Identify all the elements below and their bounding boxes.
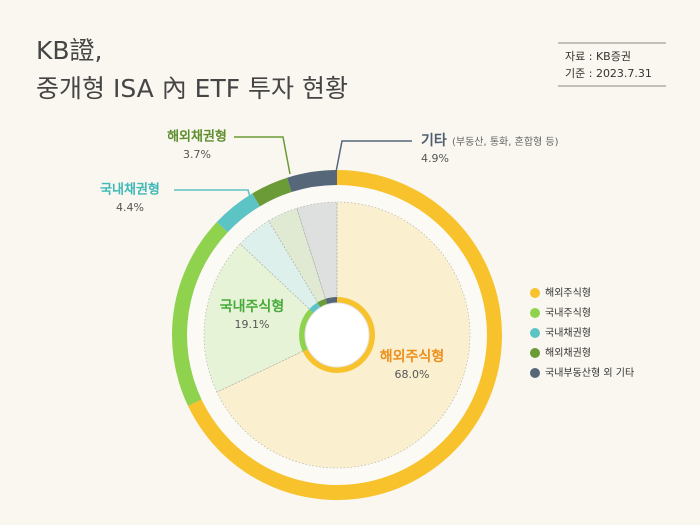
leader-line: [174, 189, 253, 205]
pie-slice: [203, 243, 338, 393]
callout-label: 기타: [421, 133, 447, 149]
callout-label: 국내주식형: [220, 298, 284, 315]
legend-label: 국내부동산형 외 기타: [545, 367, 634, 379]
outer-ring-segment: [171, 221, 228, 406]
leader-line: [234, 136, 291, 175]
legend-label: 국내채권형: [545, 327, 591, 339]
callout-label: 해외채권형: [167, 129, 227, 145]
callout-value: 3.7%: [183, 148, 211, 161]
source: 기준 : 2023.7.31: [565, 67, 652, 80]
legend-swatch: [530, 288, 540, 298]
callout-value: 4.4%: [116, 201, 144, 214]
legend-label: 해외채권형: [545, 346, 591, 359]
callout-label: 국내채권형: [100, 182, 160, 198]
chart-title: 중개형 ISA 內 ETF 투자 현황: [36, 74, 348, 103]
outer-ring-segment: [216, 193, 260, 233]
callout-note: (부동산, 통화, 혼합형 등): [452, 135, 559, 148]
inner-ring-segment: [299, 308, 314, 352]
callout-label: 해외주식형: [380, 348, 444, 365]
outer-ring-segment: [252, 177, 292, 207]
legend-swatch: [530, 308, 540, 318]
center: [304, 302, 370, 368]
legend-swatch: [530, 368, 540, 378]
inner-ring-segment: [325, 297, 337, 305]
inner-ring-segment: [309, 302, 321, 314]
legend-swatch: [530, 328, 540, 338]
leader-line: [335, 140, 412, 173]
chart-title: KB證,: [36, 36, 103, 65]
callout-value: 68.0%: [395, 368, 430, 381]
callout-value: 19.1%: [235, 318, 270, 331]
source: 자료 : KB증권: [565, 50, 631, 63]
outer-ring-segment: [287, 170, 337, 193]
callout-value: 4.9%: [421, 152, 449, 165]
legend-label: 해외주식형: [545, 286, 591, 299]
legend-label: 국내주식형: [545, 307, 591, 319]
legend-swatch: [530, 348, 540, 358]
